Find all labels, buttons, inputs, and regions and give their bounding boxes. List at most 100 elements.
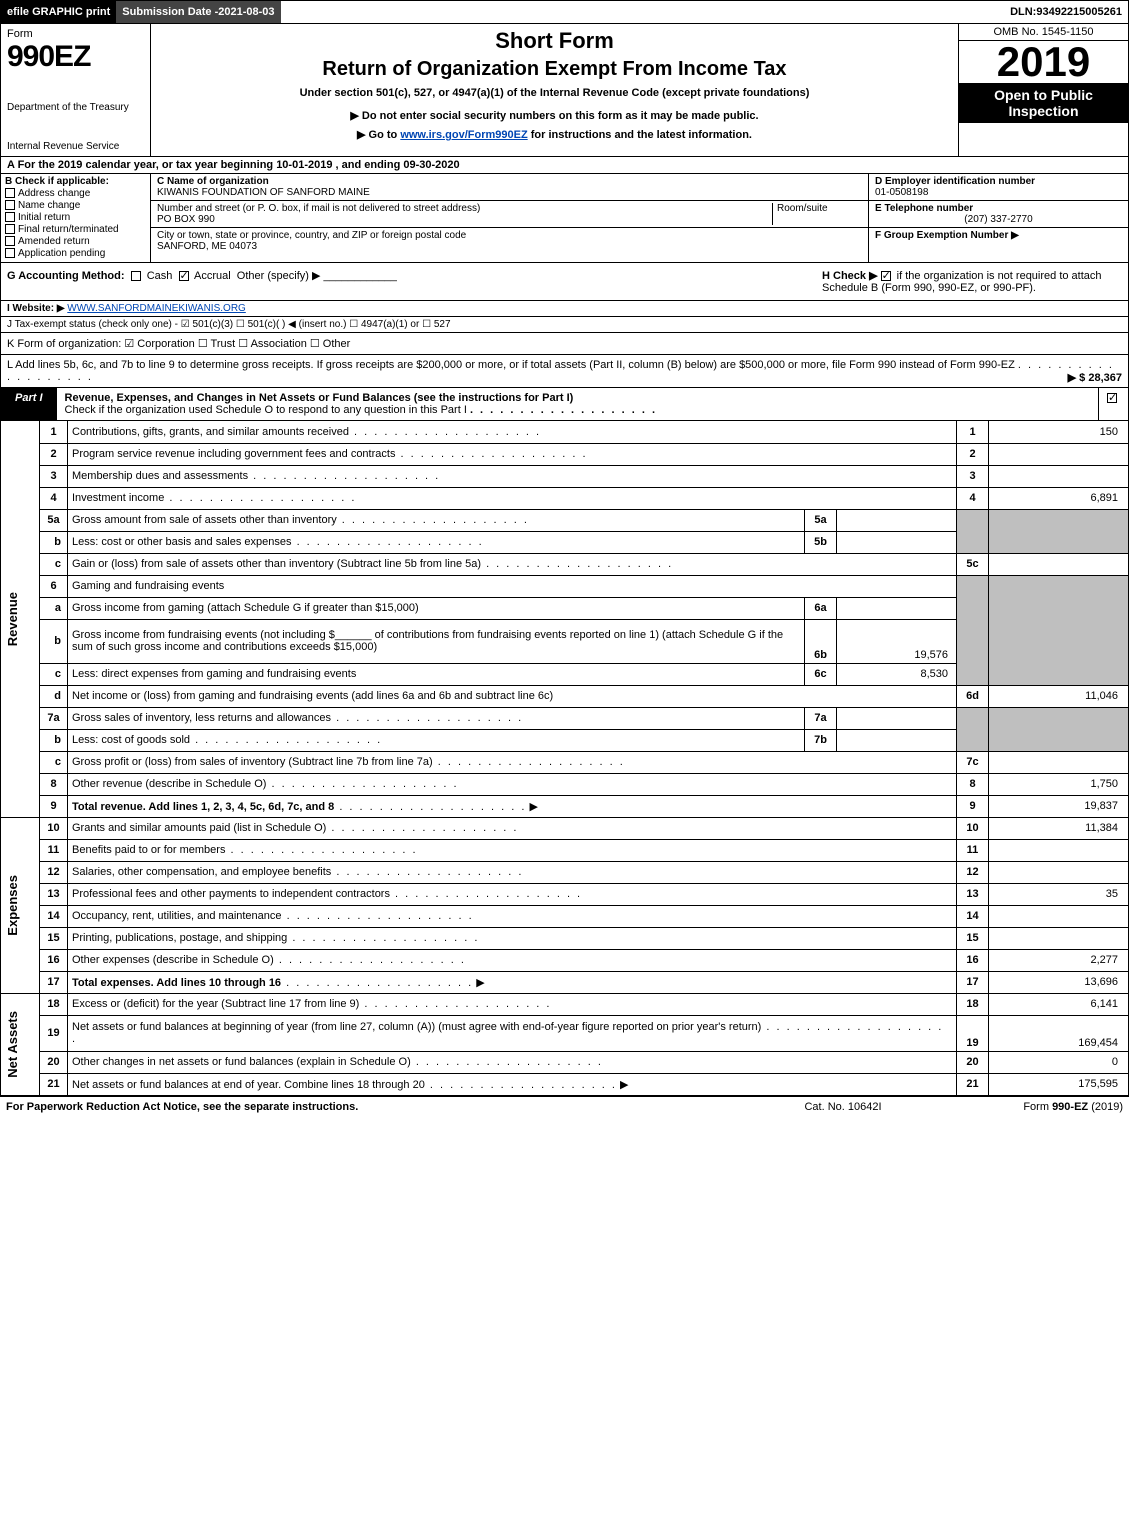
box-b-label: B Check if applicable:	[5, 176, 146, 187]
expenses-side: Expenses	[1, 817, 40, 993]
chk-final-return[interactable]: Final return/terminated	[5, 224, 146, 235]
org-name: KIWANIS FOUNDATION OF SANFORD MAINE	[157, 187, 370, 198]
box-b: B Check if applicable: Address change Na…	[1, 174, 151, 262]
box-c: C Name of organization KIWANIS FOUNDATIO…	[151, 174, 868, 262]
table-row: 4 Investment income 4 6,891	[1, 487, 1129, 509]
org-address: PO BOX 990	[157, 214, 215, 225]
goto-note: ▶ Go to www.irs.gov/Form990EZ for instru…	[161, 128, 948, 141]
box-def: D Employer identification number 01-0508…	[868, 174, 1128, 262]
table-row: 20 Other changes in net assets or fund b…	[1, 1051, 1129, 1073]
part1-tag: Part I	[1, 388, 57, 420]
chk-amended[interactable]: Amended return	[5, 236, 146, 247]
dln-label: DLN:	[1010, 6, 1036, 18]
table-row: 17 Total expenses. Add lines 10 through …	[1, 971, 1129, 993]
website-link[interactable]: WWW.SANFORDMAINEKIWANIS.ORG	[67, 303, 246, 314]
chk-app-pending[interactable]: Application pending	[5, 248, 146, 259]
chk-name-change[interactable]: Name change	[5, 200, 146, 211]
table-row: 2 Program service revenue including gove…	[1, 443, 1129, 465]
phone: (207) 337-2770	[875, 214, 1122, 225]
table-row: c Gain or (loss) from sale of assets oth…	[1, 553, 1129, 575]
header-left: Form 990EZ Department of the Treasury In…	[1, 24, 151, 156]
table-row: c Gross profit or (loss) from sales of i…	[1, 751, 1129, 773]
g-other: Other (specify) ▶	[237, 270, 321, 282]
d-label: D Employer identification number	[875, 176, 1035, 187]
row-j-taxstatus: J Tax-exempt status (check only one) - ☑…	[0, 317, 1129, 333]
row-i-website: I Website: ▶ WWW.SANFORDMAINEKIWANIS.ORG	[0, 301, 1129, 317]
table-row: 15 Printing, publications, postage, and …	[1, 927, 1129, 949]
irs-label: Internal Revenue Service	[7, 141, 144, 152]
dln-value: 93492215005261	[1036, 6, 1122, 18]
part1-check[interactable]	[1098, 388, 1128, 420]
table-row: Net Assets 18 Excess or (deficit) for th…	[1, 993, 1129, 1015]
i-label: I Website: ▶	[7, 303, 65, 314]
chk-initial-return[interactable]: Initial return	[5, 212, 146, 223]
g-label: G Accounting Method:	[7, 270, 125, 282]
subdate-label: Submission Date -	[122, 6, 218, 18]
topbar-spacer	[281, 1, 1005, 23]
open-to-public: Open to Public Inspection	[959, 83, 1128, 123]
footer-left: For Paperwork Reduction Act Notice, see …	[6, 1101, 743, 1113]
part1-header: Part I Revenue, Expenses, and Changes in…	[0, 388, 1129, 421]
org-info-row: B Check if applicable: Address change Na…	[0, 174, 1129, 263]
table-row: 16 Other expenses (describe in Schedule …	[1, 949, 1129, 971]
table-row: 12 Salaries, other compensation, and emp…	[1, 861, 1129, 883]
under-section: Under section 501(c), 527, or 4947(a)(1)…	[161, 87, 948, 99]
short-form-title: Short Form	[161, 28, 948, 54]
c-label: C Name of organization	[157, 176, 269, 187]
table-row: 6 Gaming and fundraising events	[1, 575, 1129, 597]
subdate-value: 2021-08-03	[218, 6, 274, 18]
chk-accrual[interactable]	[179, 271, 189, 281]
chk-address-change[interactable]: Address change	[5, 188, 146, 199]
tax-year: 2019	[959, 41, 1128, 83]
h-label: H Check ▶	[822, 270, 878, 282]
org-city: SANFORD, ME 04073	[157, 241, 257, 252]
goto-post: for instructions and the latest informat…	[531, 129, 752, 141]
row-a-taxyear: A For the 2019 calendar year, or tax yea…	[0, 157, 1129, 174]
ssn-note: ▶ Do not enter social security numbers o…	[161, 109, 948, 122]
table-row: 9 Total revenue. Add lines 1, 2, 3, 4, 5…	[1, 795, 1129, 817]
f-label: F Group Exemption Number ▶	[875, 230, 1019, 241]
table-row: 13 Professional fees and other payments …	[1, 883, 1129, 905]
table-row: 7a Gross sales of inventory, less return…	[1, 707, 1129, 729]
dln: DLN: 93492215005261	[1004, 1, 1128, 23]
row-k-formorg: K Form of organization: ☑ Corporation ☐ …	[0, 333, 1129, 355]
table-row: d Net income or (loss) from gaming and f…	[1, 685, 1129, 707]
netassets-side: Net Assets	[1, 993, 40, 1095]
top-bar: efile GRAPHIC print Submission Date - 20…	[0, 0, 1129, 24]
box-g: G Accounting Method: Cash Accrual Other …	[7, 269, 822, 294]
l-amount: ▶ $ 28,367	[1068, 371, 1122, 384]
header-mid: Short Form Return of Organization Exempt…	[151, 24, 958, 156]
form-word: Form	[7, 28, 144, 40]
revenue-side: Revenue	[1, 421, 40, 817]
table-row: 19 Net assets or fund balances at beginn…	[1, 1015, 1129, 1051]
part1-table: Revenue 1 Contributions, gifts, grants, …	[0, 421, 1129, 1096]
part1-sub: Check if the organization used Schedule …	[65, 404, 467, 416]
table-row: 8 Other revenue (describe in Schedule O)…	[1, 773, 1129, 795]
header-right: OMB No. 1545-1150 2019 Open to Public In…	[958, 24, 1128, 156]
box-h: H Check ▶ if the organization is not req…	[822, 269, 1122, 294]
part1-title: Revenue, Expenses, and Changes in Net As…	[57, 388, 1098, 420]
l-text: L Add lines 5b, 6c, and 7b to line 9 to …	[7, 359, 1015, 371]
efile-label[interactable]: efile GRAPHIC print	[1, 1, 116, 23]
room-suite: Room/suite	[772, 203, 862, 225]
table-row: 21 Net assets or fund balances at end of…	[1, 1073, 1129, 1095]
goto-pre: ▶ Go to	[357, 129, 400, 141]
table-row: Revenue 1 Contributions, gifts, grants, …	[1, 421, 1129, 443]
table-row: Expenses 10 Grants and similar amounts p…	[1, 817, 1129, 839]
chk-cash[interactable]	[131, 271, 141, 281]
page-footer: For Paperwork Reduction Act Notice, see …	[0, 1096, 1129, 1117]
table-row: 14 Occupancy, rent, utilities, and maint…	[1, 905, 1129, 927]
irs-link[interactable]: www.irs.gov/Form990EZ	[400, 129, 527, 141]
row-l-gross: L Add lines 5b, 6c, and 7b to line 9 to …	[0, 355, 1129, 388]
chk-h[interactable]	[881, 271, 891, 281]
submission-date: Submission Date - 2021-08-03	[116, 1, 280, 23]
footer-cat: Cat. No. 10642I	[743, 1101, 943, 1113]
table-row: 3 Membership dues and assessments 3	[1, 465, 1129, 487]
addr-label: Number and street (or P. O. box, if mail…	[157, 203, 480, 214]
dept-treasury: Department of the Treasury	[7, 102, 144, 113]
table-row: 5a Gross amount from sale of assets othe…	[1, 509, 1129, 531]
row-gh: G Accounting Method: Cash Accrual Other …	[0, 263, 1129, 301]
city-label: City or town, state or province, country…	[157, 230, 466, 241]
form-number: 990EZ	[7, 40, 144, 74]
ein: 01-0508198	[875, 187, 928, 198]
